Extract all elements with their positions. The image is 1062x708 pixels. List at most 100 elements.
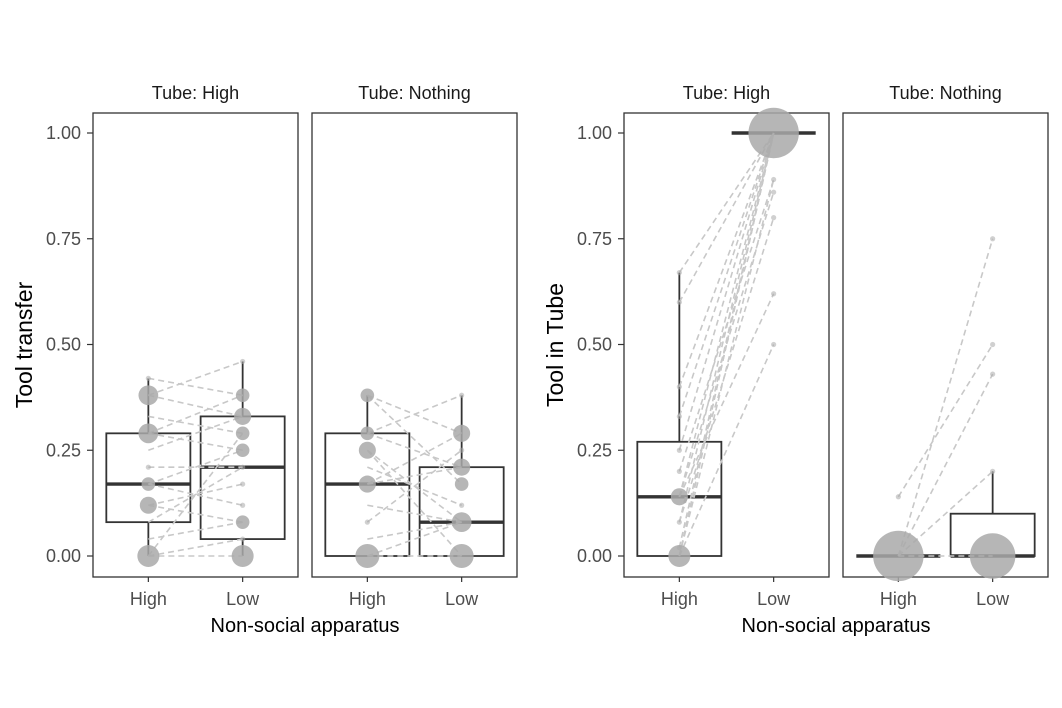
data-point xyxy=(235,388,250,403)
data-point xyxy=(240,464,246,470)
data-point xyxy=(771,189,777,195)
data-point xyxy=(676,413,682,420)
data-point xyxy=(240,536,246,542)
data-point xyxy=(364,519,370,525)
data-point xyxy=(358,475,376,493)
panel-border xyxy=(311,112,518,578)
paired-line xyxy=(366,394,463,485)
paired-line xyxy=(147,432,244,557)
data-point xyxy=(771,215,777,221)
paired-line xyxy=(678,132,775,548)
y-tick-label: 0.75 xyxy=(577,229,612,249)
x-axis-label: Non-social apparatus xyxy=(211,615,400,637)
data-point xyxy=(355,544,380,568)
x-axis-label: Non-social apparatus xyxy=(742,615,931,637)
facet-strip-title: Tube: High xyxy=(683,83,770,103)
paired-line xyxy=(148,360,243,397)
panel-border xyxy=(623,112,830,578)
data-point xyxy=(676,384,682,390)
paired-line xyxy=(678,132,775,388)
paired-line xyxy=(678,132,775,303)
x-tick-label: High xyxy=(661,589,698,609)
y-tick-label: 0.50 xyxy=(577,335,612,355)
data-point xyxy=(235,443,250,458)
panel-border xyxy=(842,112,1049,578)
paired-line xyxy=(148,483,243,507)
data-point xyxy=(969,533,1016,579)
data-point xyxy=(873,530,924,582)
data-point xyxy=(676,269,682,276)
paired-line xyxy=(678,132,775,274)
data-point xyxy=(459,392,465,398)
data-point xyxy=(895,494,901,500)
paired-line xyxy=(148,432,243,452)
paired-line xyxy=(678,132,775,497)
paired-line xyxy=(678,132,775,523)
paired-line xyxy=(148,538,243,557)
data-point xyxy=(139,496,157,514)
paired-line xyxy=(367,521,462,540)
facet-strip-title: Tube: Nothing xyxy=(889,83,1001,103)
data-point xyxy=(360,426,375,441)
paired-line xyxy=(678,132,775,451)
paired-line xyxy=(678,293,775,498)
paired-line xyxy=(678,132,775,417)
paired-line xyxy=(678,179,775,557)
paired-line xyxy=(897,344,994,498)
facet-strip-title: Tube: High xyxy=(152,83,239,103)
x-tick-label: High xyxy=(130,589,167,609)
paired-line xyxy=(897,373,994,557)
data-point xyxy=(358,441,376,459)
data-point xyxy=(771,291,777,297)
paired-line xyxy=(148,415,243,435)
paired-line xyxy=(367,394,462,435)
x-tick-label: High xyxy=(880,589,917,609)
data-point xyxy=(454,477,469,491)
paired-line xyxy=(366,449,463,557)
data-point xyxy=(145,464,151,470)
data-point xyxy=(676,544,682,551)
paired-line xyxy=(148,377,243,397)
data-point xyxy=(771,176,777,183)
y-axis-label: Tool in Tube xyxy=(542,283,568,407)
y-tick-label: 1.00 xyxy=(577,123,612,143)
y-axis-label: Tool transfer xyxy=(11,281,37,408)
x-tick-label: Low xyxy=(445,589,479,609)
x-tick-label: Low xyxy=(226,589,260,609)
paired-line xyxy=(367,466,462,485)
data-point xyxy=(360,388,375,403)
data-point xyxy=(235,515,250,529)
paired-line xyxy=(678,132,775,557)
data-point xyxy=(449,544,474,568)
y-tick-label: 0.25 xyxy=(577,440,612,460)
data-point xyxy=(990,468,996,474)
paired-line xyxy=(367,504,462,523)
data-point xyxy=(137,545,160,567)
panel-border xyxy=(92,112,299,578)
data-point xyxy=(453,424,471,442)
data-point xyxy=(676,468,682,474)
facet-strip-title: Tube: Nothing xyxy=(358,83,470,103)
data-point xyxy=(138,423,159,444)
paired-line xyxy=(148,394,243,435)
paired-line xyxy=(148,449,243,485)
data-point xyxy=(240,502,246,508)
y-tick-label: 0.00 xyxy=(577,546,612,566)
data-point xyxy=(451,512,472,533)
paired-line xyxy=(148,394,243,418)
y-tick-label: 1.00 xyxy=(46,123,81,143)
data-point xyxy=(453,458,471,476)
data-point xyxy=(141,477,156,491)
paired-line xyxy=(148,504,243,523)
data-point xyxy=(234,407,252,425)
data-point xyxy=(990,371,996,377)
data-point xyxy=(771,341,777,348)
y-tick-label: 0.50 xyxy=(46,335,81,355)
paired-line xyxy=(678,217,775,523)
paired-line xyxy=(678,344,775,557)
data-point xyxy=(990,341,996,348)
data-point xyxy=(145,375,151,381)
y-tick-label: 0.25 xyxy=(46,440,81,460)
y-tick-label: 0.00 xyxy=(46,546,81,566)
